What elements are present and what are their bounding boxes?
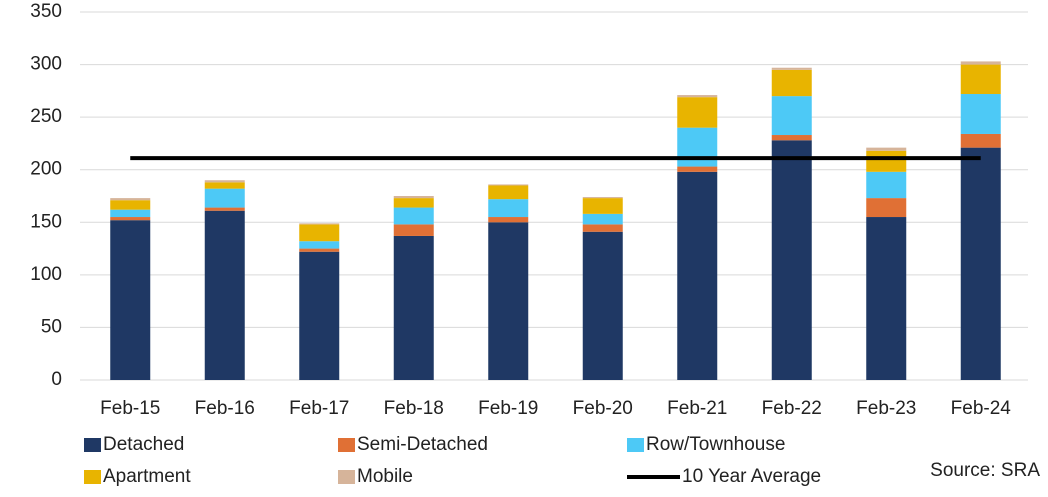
bar-segment: [677, 166, 718, 172]
bar-segment: [866, 217, 907, 380]
bar-segment: [299, 223, 340, 225]
bar-segment: [866, 147, 907, 151]
x-tick-label: Feb-18: [384, 398, 444, 419]
x-tick-label: Feb-23: [856, 398, 916, 419]
bar-segment: [204, 210, 245, 380]
bar-segment: [110, 200, 151, 210]
bar-segment: [488, 222, 529, 380]
bar-segment: [393, 196, 434, 199]
bar-segment: [110, 209, 151, 218]
bar-segment: [204, 180, 245, 183]
bar-segment: [866, 150, 907, 172]
bar-segment: [866, 171, 907, 199]
bar-segment: [677, 95, 718, 98]
bar-segment: [677, 171, 718, 380]
legend-label: Detached: [103, 434, 184, 455]
bar-segment: [960, 133, 1001, 148]
bar-segment: [771, 69, 812, 97]
bar-segment: [582, 231, 623, 380]
bar-segment: [488, 217, 529, 223]
legend-label: Row/Townhouse: [646, 434, 785, 455]
bar-segment: [204, 188, 245, 208]
bar-segment: [299, 248, 340, 252]
bar-segment: [393, 224, 434, 236]
bar-segment: [771, 67, 812, 70]
bar-segment: [110, 217, 151, 221]
bar-segment: [204, 182, 245, 189]
bar-segment: [771, 135, 812, 141]
legend-label: Mobile: [357, 466, 413, 487]
bar-segment: [299, 241, 340, 249]
bar-segment: [299, 251, 340, 380]
legend-swatch: [84, 470, 101, 484]
y-tick-label: 200: [30, 159, 62, 180]
legend-label: 10 Year Average: [682, 466, 821, 487]
bar-segment: [960, 147, 1001, 380]
x-tick-label: Feb-22: [762, 398, 822, 419]
x-tick-label: Feb-20: [573, 398, 633, 419]
bar-segment: [960, 94, 1001, 134]
source-note: Source: SRA: [930, 460, 1040, 481]
legend-swatch: [338, 470, 355, 484]
bar-segment: [582, 224, 623, 232]
bar-segment: [110, 198, 151, 201]
x-tick-label: Feb-17: [289, 398, 349, 419]
bar-segment: [582, 197, 623, 199]
y-tick-label: 300: [30, 54, 62, 75]
bar-segment: [488, 185, 529, 200]
x-tick-label: Feb-16: [195, 398, 255, 419]
bar-segment: [677, 127, 718, 167]
legend-swatch: [338, 438, 355, 452]
x-tick-label: Feb-21: [667, 398, 727, 419]
y-tick-label: 250: [30, 106, 62, 127]
bar-segment: [771, 96, 812, 136]
bar-segment: [866, 198, 907, 218]
legend-swatch: [84, 438, 101, 452]
bar-segment: [393, 198, 434, 208]
bar-segment: [960, 64, 1001, 95]
bar-segment: [110, 220, 151, 380]
x-tick-label: Feb-15: [100, 398, 160, 419]
y-tick-label: 150: [30, 211, 62, 232]
x-tick-label: Feb-24: [951, 398, 1012, 419]
bar-segment: [582, 213, 623, 225]
y-tick-label: 100: [30, 264, 62, 285]
x-tick-label: Feb-19: [478, 398, 538, 419]
y-tick-label: 50: [41, 316, 62, 337]
bar-segment: [488, 199, 529, 218]
bar-segment: [204, 207, 245, 211]
bar-segment: [488, 184, 529, 186]
legend-label: Apartment: [103, 466, 191, 487]
legend-swatch: [627, 438, 644, 452]
y-tick-label: 0: [51, 369, 62, 390]
bar-segment: [960, 61, 1001, 65]
bar-segment: [582, 198, 623, 214]
legend-label: Semi-Detached: [357, 434, 488, 455]
bar-segment: [771, 140, 812, 380]
bar-segment: [299, 224, 340, 242]
bar-segment: [677, 97, 718, 128]
bar-segment: [393, 235, 434, 380]
bar-segment: [393, 207, 434, 225]
y-tick-label: 350: [30, 1, 62, 22]
